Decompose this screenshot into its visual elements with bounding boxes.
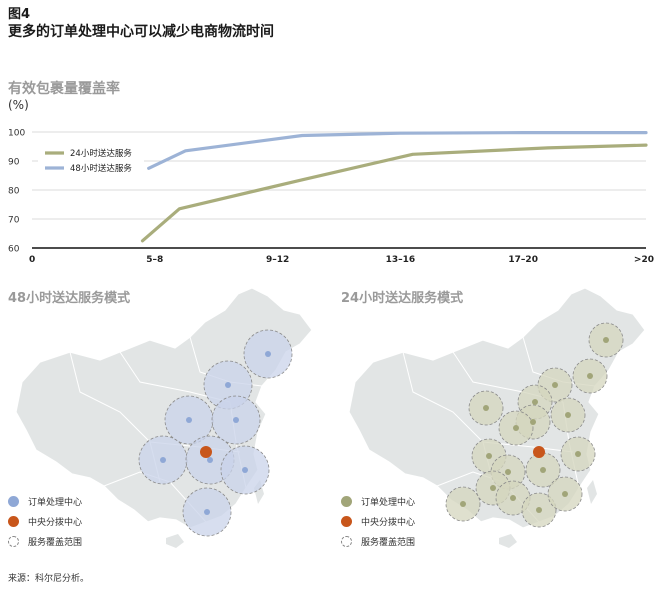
- order-center-dot: [160, 457, 166, 463]
- coverage-ring-swatch: [341, 535, 352, 547]
- order-center-dot: [486, 453, 492, 459]
- y-tick-label: 60: [8, 245, 20, 255]
- x-tick-label: 5–8: [146, 255, 163, 265]
- y-tick-label: 70: [8, 216, 20, 226]
- data-point: [147, 167, 150, 170]
- order-center-dot: [460, 501, 466, 507]
- central-hub-swatch: [8, 515, 19, 527]
- data-point: [522, 131, 524, 134]
- order-center-dot: [490, 485, 496, 491]
- coverage-ring-swatch: [8, 535, 19, 547]
- data-point: [399, 132, 402, 134]
- data-point: [411, 153, 414, 156]
- legend-24h: 订单处理中心 中央分拨中心 服务覆盖范围: [341, 493, 415, 549]
- x-tick-label: 13–16: [386, 255, 416, 265]
- data-point: [546, 147, 549, 149]
- legend-label: 服务覆盖范围: [361, 537, 416, 548]
- order-center-dot: [532, 399, 538, 405]
- order-center-dot: [242, 467, 248, 473]
- order-center-dot: [565, 412, 571, 418]
- central-hub-dot: [533, 446, 545, 458]
- order-center-dot: [513, 425, 519, 431]
- map-48h: [15, 287, 313, 548]
- order-center-dot: [530, 419, 536, 425]
- series-line: [147, 131, 648, 170]
- data-point: [184, 150, 187, 152]
- data-point: [301, 134, 303, 137]
- x-tick-label: >20: [634, 255, 654, 265]
- panel-title-48h: 48小时送达服务模式: [8, 291, 131, 306]
- legend-label: 中央分拨中心: [28, 517, 83, 528]
- legend-label: 订单处理中心: [28, 497, 83, 508]
- y-axis-unit: (%): [8, 98, 29, 112]
- order-center-swatch: [8, 495, 19, 507]
- data-point: [301, 179, 303, 181]
- order-center-dot: [552, 382, 558, 388]
- y-tick-label: 80: [8, 187, 20, 197]
- x-tick-label: 0: [29, 255, 35, 265]
- central-hub-swatch: [341, 515, 352, 527]
- series-line: [140, 143, 648, 243]
- order-center-dot: [233, 417, 239, 423]
- order-center-dot: [225, 382, 231, 388]
- order-center-dot: [265, 351, 271, 357]
- order-center-dot: [505, 469, 511, 475]
- legend-label: 24小时送达服务: [70, 148, 132, 159]
- series-layer: [140, 131, 648, 243]
- island-taiwan: [587, 480, 597, 504]
- china-map-shape: [15, 287, 313, 529]
- order-center-dot: [186, 417, 192, 423]
- order-center-dot: [510, 495, 516, 501]
- legend-48h: 订单处理中心 中央分拨中心 服务覆盖范围: [8, 493, 82, 549]
- data-point: [645, 144, 647, 146]
- figure-label: 图4: [8, 7, 31, 22]
- order-center-dot: [603, 337, 609, 343]
- island-hainan: [499, 534, 517, 548]
- chart-title: 有效包裹量覆盖率: [8, 81, 120, 97]
- order-center-dot: [536, 507, 542, 513]
- source-note: 来源：科尔尼分析。: [8, 574, 90, 584]
- legend-label: 中央分拨中心: [361, 517, 416, 528]
- legend-label: 订单处理中心: [361, 497, 416, 508]
- order-center-dot: [587, 373, 593, 379]
- order-center-swatch: [341, 495, 352, 507]
- order-center-dot: [540, 467, 546, 473]
- panel-title-24h: 24小时送达服务模式: [341, 291, 464, 306]
- order-center-dot: [204, 509, 210, 515]
- central-hub-dot: [200, 446, 212, 458]
- order-center-dot: [575, 451, 581, 457]
- x-tick-label: 9–12: [266, 255, 289, 265]
- order-center-dot: [562, 491, 568, 497]
- figure-title: 更多的订单处理中心可以减少电商物流时间: [8, 24, 274, 40]
- legend-label: 48小时送达服务: [70, 163, 132, 174]
- chart-legend: 24小时送达服务 48小时送达服务: [38, 141, 144, 178]
- tick-layer: 60 70 80 90 100 0 5–8 9–12 13–16 17–20 >20: [8, 129, 654, 266]
- coverage-line-chart: 60 70 80 90 100 0 5–8 9–12 13–16 17–20 >20 24小时送达服…: [8, 129, 654, 266]
- x-tick-label: 17–20: [508, 255, 538, 265]
- data-point: [178, 208, 181, 210]
- legend-box: [38, 141, 144, 178]
- y-tick-label: 90: [8, 158, 20, 168]
- legend-label: 服务覆盖范围: [28, 537, 83, 548]
- data-point: [645, 131, 647, 134]
- map-24h: [348, 287, 646, 548]
- order-center-dot: [207, 457, 213, 463]
- order-center-dot: [483, 405, 489, 411]
- y-tick-label: 100: [8, 129, 25, 139]
- data-point: [141, 239, 144, 242]
- island-hainan: [166, 534, 184, 548]
